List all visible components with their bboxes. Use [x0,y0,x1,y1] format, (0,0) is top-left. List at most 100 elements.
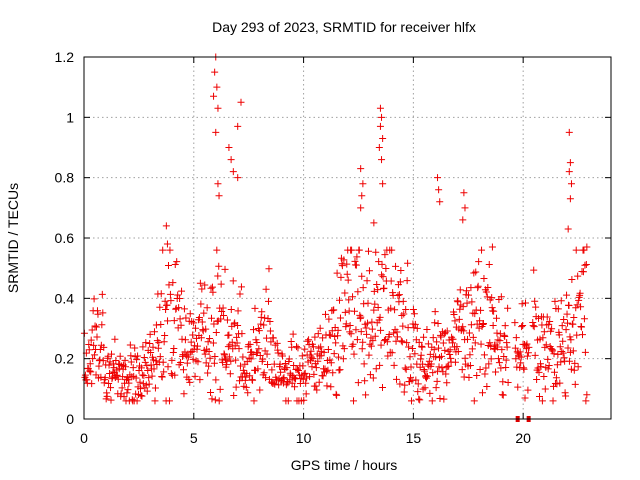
data-point-876 [504,304,512,312]
data-point-38 [99,309,107,317]
data-point-499 [321,310,329,318]
data-point-493 [319,334,327,342]
data-point-271 [211,396,219,404]
data-point-996 [571,380,579,388]
peak-point-32 [461,204,469,212]
data-point-843 [488,294,496,302]
data-point-729 [433,338,441,346]
data-point-734 [435,363,443,371]
data-point-587 [364,299,372,307]
data-point-363 [256,386,264,394]
data-point-546 [344,276,352,284]
data-point-181 [168,356,176,364]
data-point-746 [441,346,449,354]
data-point-140 [148,372,156,380]
data-point-425 [286,376,294,384]
data-point-129 [143,362,151,370]
data-point-475 [310,370,318,378]
data-point-600 [370,287,378,295]
data-point-326 [238,330,246,338]
data-point-81 [120,361,128,369]
peak-point-15 [163,240,171,248]
data-point-473 [309,355,317,363]
data-point-198 [176,315,184,323]
data-point-712 [424,340,432,348]
data-point-750 [443,379,451,387]
data-point-691 [414,380,422,388]
data-point-671 [405,343,413,351]
data-point-941 [545,320,553,328]
data-point-37 [98,290,106,298]
data-point-504 [324,366,332,374]
data-point-429 [288,343,296,351]
data-point-904 [523,352,531,360]
data-point-358 [253,349,261,357]
data-point-818 [476,317,484,325]
data-point-710 [423,372,431,380]
data-point-239 [196,376,204,384]
data-point-21 [91,351,99,359]
data-point-221 [187,338,195,346]
peak-point-37 [567,180,575,188]
data-point-847 [490,307,498,315]
data-point-218 [186,378,194,386]
data-point-178 [166,290,174,298]
data-point-68 [113,371,121,379]
data-point-193 [174,291,182,299]
data-point-378 [263,350,271,358]
data-point-197 [176,294,184,302]
data-point-897 [520,365,528,373]
data-point-162 [159,246,167,254]
data-point-362 [255,327,263,335]
data-point-816 [475,258,483,266]
data-point-243 [198,285,206,293]
data-point-658 [398,338,406,346]
data-point-264 [208,395,216,403]
data-point-163 [159,358,167,366]
data-point-528 [336,296,344,304]
data-point-891 [517,353,525,361]
data-point-803 [468,345,476,353]
data-point-693 [415,338,423,346]
data-point-175 [165,281,173,289]
data-point-800 [467,284,475,292]
data-point-509 [326,331,334,339]
data-point-987 [567,336,575,344]
data-point-657 [398,312,406,320]
data-point-656 [397,337,405,345]
data-point-801 [467,321,475,329]
data-point-159 [157,290,165,298]
peak-point-4 [214,104,222,112]
data-point-133 [145,374,153,382]
data-point-942 [545,361,553,369]
data-point-258 [205,348,213,356]
data-point-242 [197,334,205,342]
x-tick-label-3: 15 [406,430,422,446]
data-point-659 [399,322,407,330]
data-point-514 [329,369,337,377]
peak-point-8 [225,144,233,151]
data-point-479 [312,382,320,390]
data-point-299 [225,331,233,339]
data-point-860 [496,337,504,345]
data-point-247 [200,309,208,317]
data-point-130 [143,387,151,395]
data-point-348 [249,376,257,384]
data-point-1020 [583,391,591,399]
data-point-230 [192,324,200,332]
data-point-270 [211,352,219,360]
data-point-525 [334,326,342,334]
data-point-65 [112,356,120,364]
data-point-292 [221,355,229,363]
peak-point-35 [566,159,574,167]
data-point-614 [377,341,385,349]
data-point-39 [99,357,107,365]
data-point-272 [212,376,220,384]
data-point-564 [353,253,361,261]
data-point-257 [205,362,213,370]
data-point-405 [276,360,284,368]
data-point-166 [161,331,169,339]
data-point-928 [538,397,546,405]
data-point-121 [139,343,147,351]
